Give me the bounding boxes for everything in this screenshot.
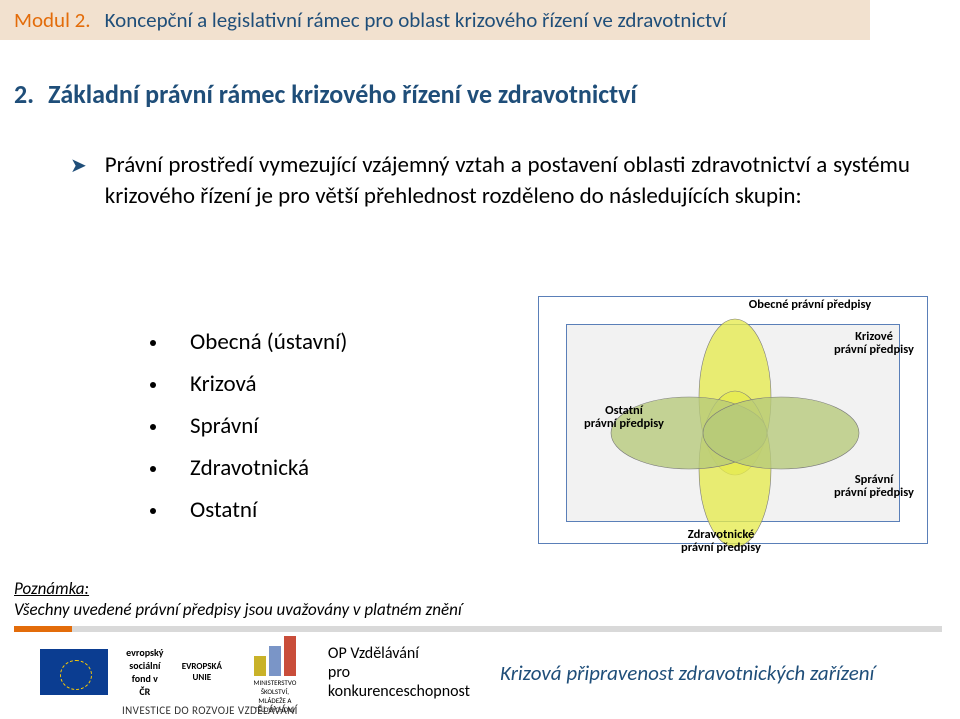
dot-icon [150,508,156,514]
list-item: Správní [150,412,347,440]
footnote-text: Všechny uvedené právní předpisy jsou uva… [14,599,462,620]
section-title: Základní právní rámec krizového řízení v… [48,78,637,110]
list-item: Obecná (ústavní) [150,328,347,356]
footnote-label: Poznámka: [14,578,89,599]
venn-label-bottom: Zdravotnicképrávní předpisy [666,528,776,554]
venn-label-right: Správníprávní předpisy [822,473,926,499]
footer-slogan: Krizová připravenost zdravotnických zaří… [500,660,952,686]
dot-icon [150,340,156,346]
dot-icon [150,424,156,430]
list-item: Zdravotnická [150,454,347,482]
list-item-label: Krizová [190,370,257,398]
module-title: Koncepční a legislativní rámec pro oblas… [105,7,727,33]
venn-outer-label: Obecné právní předpisy [720,298,900,311]
list-item-label: Zdravotnická [190,454,309,482]
invest-tagline: INVESTICE DO ROZVOJE VZDĚLÁVÁNÍ [122,704,298,717]
module-title-band: Modul 2. Koncepční a legislativní rámec … [0,0,870,40]
category-list: Obecná (ústavní) Krizová Správní Zdravot… [150,328,347,538]
section-heading: 2. Základní právní rámec krizového řízen… [14,78,894,110]
triangle-bullet-icon: ➤ [70,153,87,178]
venn-label-top: Krizovéprávní předpisy [822,330,926,356]
list-item-label: Obecná (ústavní) [190,328,347,356]
eu-text: EVROPSKÁ UNIE [182,661,222,683]
logo-strip: evropskýsociálnífond v ČR EVROPSKÁ UNIE … [40,640,470,704]
list-item-label: Správní [190,412,259,440]
section-number: 2. [14,78,34,110]
eu-flag-icon [40,649,108,695]
esf-text: evropskýsociálnífond v ČR [126,646,164,698]
list-item-label: Ostatní [190,496,257,524]
venn-label-left: Ostatníprávní předpisy [574,404,674,430]
module-number: Modul 2. [14,7,91,33]
intro-text: Právní prostředí vymezující vzájemný vzt… [105,150,910,212]
opvk-text: OP Vzdělávánípro konkurenceschopnost [328,644,470,701]
venn-diagram: Obecné právní předpisy Krizovéprávní pře… [520,278,940,556]
msmt-bars-icon [240,630,310,676]
divider-accent [14,626,72,632]
list-item: Ostatní [150,496,347,524]
dot-icon [150,382,156,388]
intro-paragraph: ➤ Právní prostředí vymezující vzájemný v… [70,150,910,212]
esf-logo [40,649,108,695]
msmt-logo: MINISTERSTVO ŠKOLSTVÍ,MLÁDEŽE A TĚLOVÝCH… [240,630,310,714]
list-item: Krizová [150,370,347,398]
divider-rule [14,626,942,632]
footnote: Poznámka: Všechny uvedené právní předpis… [14,578,462,620]
dot-icon [150,466,156,472]
